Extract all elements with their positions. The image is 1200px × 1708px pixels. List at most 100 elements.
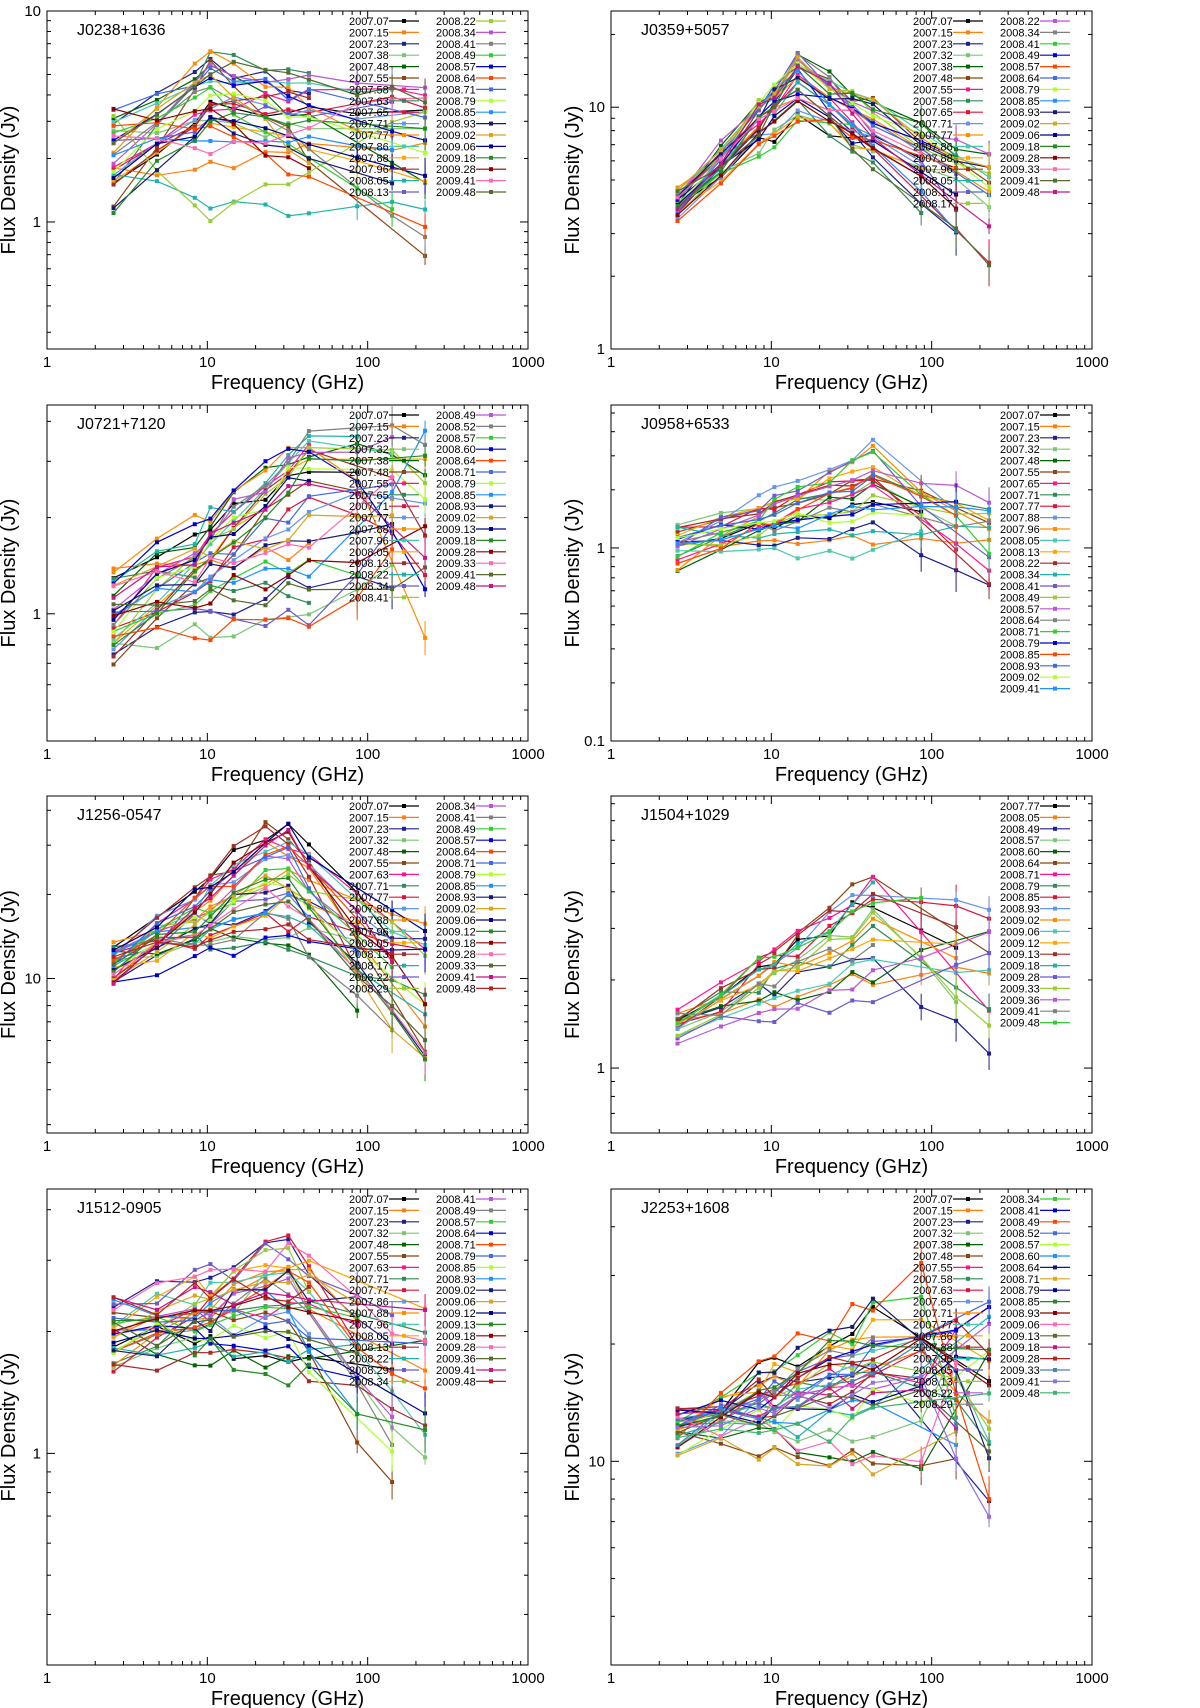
data-point <box>850 1383 855 1388</box>
data-point <box>850 942 855 947</box>
data-point <box>850 972 855 977</box>
data-point <box>772 528 777 533</box>
data-point <box>675 525 680 530</box>
legend-label: 2007.88 <box>349 915 389 927</box>
data-point <box>208 1341 213 1346</box>
data-point <box>675 1411 680 1416</box>
legend-label: 2007.15 <box>913 27 953 39</box>
data-point <box>286 899 291 904</box>
data-point <box>795 928 800 933</box>
data-point <box>795 535 800 540</box>
legend-marker <box>1053 849 1057 854</box>
legend-marker <box>489 1288 493 1293</box>
data-point <box>756 1377 761 1382</box>
data-point <box>263 880 268 885</box>
data-point <box>306 174 311 179</box>
data-point <box>111 954 116 959</box>
data-point <box>675 557 680 562</box>
data-point <box>192 944 197 949</box>
data-point <box>192 87 197 92</box>
legend-marker <box>966 121 970 126</box>
legend-label: 2009.28 <box>436 164 476 176</box>
legend-label: 2008.85 <box>436 107 476 119</box>
legend-label: 2009.06 <box>1000 926 1040 938</box>
legend-marker <box>1053 1197 1057 1201</box>
data-point <box>795 1353 800 1358</box>
data-point <box>208 1296 213 1301</box>
legend-marker <box>966 19 970 23</box>
data-point <box>675 1041 680 1046</box>
legend-marker <box>1053 804 1057 808</box>
data-point <box>772 969 777 974</box>
data-point <box>192 929 197 934</box>
data-point <box>286 594 291 599</box>
data-point <box>286 821 291 826</box>
series-line-2009.06 <box>677 1362 957 1465</box>
data-point <box>827 937 832 942</box>
data-point <box>870 167 875 172</box>
x-tick-label: 100 <box>355 1670 380 1687</box>
legend-label: 2007.55 <box>349 1251 389 1263</box>
legend-label: 2007.77 <box>913 130 953 142</box>
data-point <box>263 837 268 842</box>
data-point <box>231 873 236 878</box>
data-point <box>756 962 761 967</box>
data-point <box>718 148 723 153</box>
data-point <box>154 106 159 111</box>
data-point <box>870 1380 875 1385</box>
data-point <box>795 64 800 69</box>
data-point <box>870 99 875 104</box>
data-point <box>286 1293 291 1298</box>
data-point <box>827 1343 832 1348</box>
data-point <box>827 956 832 961</box>
data-point <box>870 443 875 448</box>
legend-label: 2008.05 <box>1000 812 1040 824</box>
legend-marker <box>402 1368 406 1372</box>
legend-marker <box>1053 1276 1057 1281</box>
x-tick-label: 100 <box>919 354 944 371</box>
data-point <box>286 1356 291 1361</box>
data-point <box>208 1301 213 1306</box>
data-point <box>231 1367 236 1372</box>
x-tick-label: 100 <box>355 354 380 371</box>
legend-label: 2008.64 <box>1000 1262 1040 1274</box>
data-point <box>286 94 291 99</box>
data-point <box>286 856 291 861</box>
data-point <box>286 1268 291 1273</box>
data-point <box>718 151 723 156</box>
legend-marker <box>1053 918 1057 922</box>
data-point <box>795 501 800 506</box>
legend-marker <box>489 549 493 554</box>
data-point <box>263 843 268 848</box>
data-point <box>756 967 761 972</box>
data-point <box>756 125 761 130</box>
data-point <box>208 892 213 897</box>
data-point <box>286 876 291 881</box>
data-point <box>306 442 311 447</box>
legend-marker <box>1053 53 1057 58</box>
legend-label: 2008.60 <box>1000 1251 1040 1263</box>
legend-label: 2007.88 <box>913 153 953 165</box>
data-point <box>795 513 800 518</box>
legend-label: 2008.85 <box>436 490 476 502</box>
data-point <box>192 121 197 126</box>
data-point <box>870 474 875 479</box>
data-point <box>231 880 236 885</box>
legend-marker <box>966 1276 970 1281</box>
legend-marker <box>1053 458 1057 463</box>
data-point <box>675 1433 680 1438</box>
legend-marker <box>1053 1265 1057 1270</box>
data-point <box>306 1331 311 1336</box>
legend-label: 2008.64 <box>1000 858 1040 870</box>
legend-label: 2008.93 <box>1000 107 1040 119</box>
data-point <box>306 146 311 151</box>
legend-marker <box>402 1322 406 1327</box>
legend-label: 2007.96 <box>913 1354 953 1366</box>
series-line-2009.28 <box>677 1319 990 1411</box>
data-point <box>675 1423 680 1428</box>
legend-label: 2008.05 <box>349 547 389 559</box>
series-line-2007.07 <box>113 823 393 948</box>
data-point <box>154 118 159 123</box>
x-tick-label: 10 <box>763 1670 780 1687</box>
data-point <box>772 133 777 138</box>
